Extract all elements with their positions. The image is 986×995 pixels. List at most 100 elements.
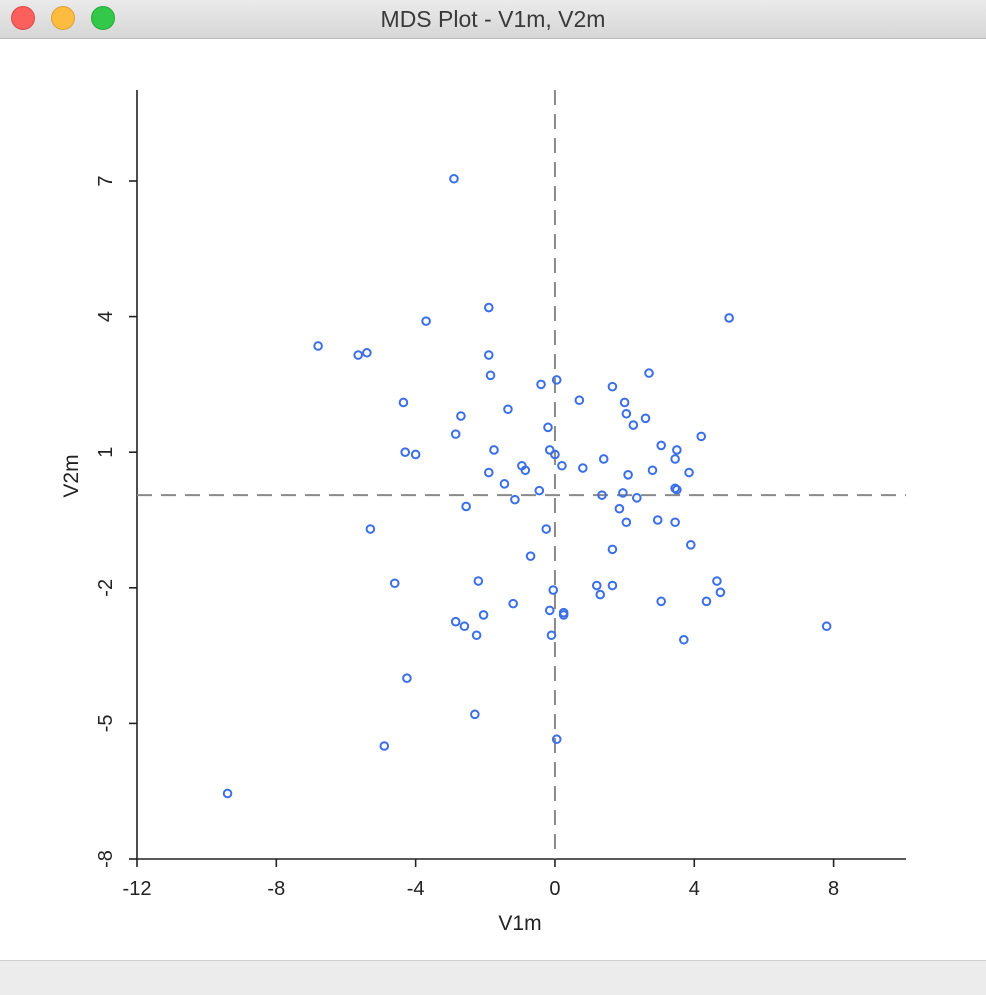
data-point — [679, 634, 689, 645]
data-point — [362, 347, 372, 358]
data-point — [656, 440, 666, 451]
y-tick-label: 1 — [95, 447, 117, 458]
y-tick-label: -2 — [95, 579, 117, 597]
data-point — [551, 734, 562, 745]
x-tick-label: 8 — [828, 878, 839, 900]
data-point — [461, 501, 471, 512]
data-point — [541, 524, 552, 534]
data-point — [546, 630, 557, 641]
x-axis-label: V1m — [498, 912, 541, 935]
data-point — [652, 515, 663, 525]
data-point — [607, 381, 618, 392]
data-point — [595, 589, 606, 600]
data-point — [222, 788, 233, 799]
minimize-window-button[interactable] — [51, 6, 75, 30]
data-point — [450, 429, 461, 439]
close-window-button[interactable] — [11, 6, 35, 30]
x-tick-label: 0 — [549, 878, 560, 900]
data-point — [656, 596, 666, 607]
data-point — [410, 449, 421, 460]
data-point — [715, 587, 726, 598]
data-point — [489, 445, 499, 455]
data-point — [548, 585, 559, 595]
data-point — [389, 578, 400, 589]
data-point — [499, 479, 510, 489]
window-title: MDS Plot - V1m, V2m — [380, 6, 606, 32]
data-point — [574, 395, 585, 406]
data-point — [508, 598, 518, 609]
data-point — [821, 621, 832, 632]
data-point — [724, 313, 734, 323]
data-point — [353, 350, 363, 360]
status-bar — [0, 960, 986, 995]
data-point — [473, 576, 484, 586]
x-tick-label: -12 — [123, 878, 152, 900]
data-point — [471, 630, 482, 641]
data-point — [684, 467, 694, 478]
data-point — [696, 431, 707, 442]
data-point — [520, 465, 531, 476]
data-point — [670, 517, 680, 528]
data-point — [578, 463, 588, 473]
data-point — [621, 408, 632, 419]
y-axis-label: V2m — [60, 454, 83, 497]
y-tick-label: 4 — [95, 311, 117, 322]
data-point — [536, 379, 546, 390]
data-point — [503, 404, 513, 415]
data-point — [313, 341, 323, 351]
y-tick-label: 7 — [95, 175, 117, 186]
x-tick-label: -8 — [267, 878, 285, 900]
data-point — [672, 445, 682, 455]
data-point — [450, 616, 461, 627]
data-point — [597, 490, 607, 500]
title-bar: MDS Plot - V1m, V2m — [0, 0, 986, 39]
x-tick-label: -4 — [407, 878, 425, 900]
data-point — [456, 411, 466, 421]
data-point — [623, 470, 633, 480]
data-point — [449, 173, 459, 184]
data-point — [402, 673, 412, 684]
data-point — [400, 447, 410, 458]
data-point — [483, 350, 494, 360]
zoom-window-button[interactable] — [91, 6, 115, 30]
data-point — [644, 368, 654, 378]
data-point — [510, 494, 520, 505]
data-point — [470, 709, 480, 720]
data-point — [551, 375, 562, 385]
data-point — [598, 454, 609, 464]
data-point — [640, 413, 651, 424]
data-point — [421, 316, 431, 326]
data-point — [591, 580, 602, 591]
data-point — [365, 524, 376, 534]
data-point — [459, 621, 470, 632]
data-point — [544, 605, 555, 616]
data-point — [534, 485, 545, 496]
data-point — [550, 449, 560, 460]
data-point — [685, 540, 696, 550]
data-point — [543, 422, 553, 433]
data-point — [379, 741, 390, 751]
plot-area: -12 -8 -4 0 4 8 -8 -5 -2 1 4 7 V1m V2m — [0, 39, 986, 959]
data-point — [670, 454, 680, 464]
data-point — [619, 397, 630, 408]
x-tick-label: 4 — [689, 878, 700, 900]
data-point — [632, 493, 642, 503]
data-point — [614, 503, 625, 514]
data-point — [618, 488, 628, 498]
data-point — [483, 467, 494, 478]
data-point — [478, 610, 489, 620]
y-tick-label: -8 — [95, 850, 117, 868]
data-point — [398, 397, 409, 408]
data-point — [621, 517, 632, 528]
data-point — [483, 302, 494, 313]
data-point — [485, 370, 496, 381]
data-point — [558, 610, 569, 620]
mds-scatter-chart: -12 -8 -4 0 4 8 -8 -5 -2 1 4 7 V1m V2m — [60, 90, 906, 935]
data-point — [557, 460, 567, 471]
data-point — [701, 596, 712, 607]
data-point — [712, 576, 722, 586]
data-point — [628, 420, 639, 430]
data-point — [607, 544, 618, 555]
y-tick-label: -5 — [95, 715, 117, 733]
